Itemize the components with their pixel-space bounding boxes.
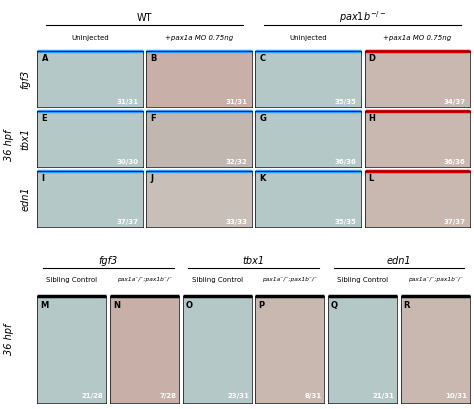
Text: 36/36: 36/36 xyxy=(444,159,465,165)
Text: J: J xyxy=(151,173,154,182)
Text: L: L xyxy=(369,173,374,182)
Text: Uninjected: Uninjected xyxy=(289,35,327,41)
Text: 34/37: 34/37 xyxy=(443,99,465,105)
Text: edn1: edn1 xyxy=(387,256,411,266)
Text: 31/31: 31/31 xyxy=(117,99,138,105)
Text: tbx1: tbx1 xyxy=(20,128,31,150)
Text: F: F xyxy=(151,114,156,123)
Text: D: D xyxy=(369,54,376,63)
Text: I: I xyxy=(42,173,45,182)
Text: 35/35: 35/35 xyxy=(335,99,356,105)
Text: 21/31: 21/31 xyxy=(373,393,394,399)
Text: M: M xyxy=(40,301,48,310)
Text: WT: WT xyxy=(137,13,152,22)
Text: pax1a⁻/⁻;pax1b⁻/⁻: pax1a⁻/⁻;pax1b⁻/⁻ xyxy=(117,277,172,282)
Text: O: O xyxy=(185,301,192,310)
Text: tbx1: tbx1 xyxy=(243,256,264,266)
Text: +pax1a MO 0.75ng: +pax1a MO 0.75ng xyxy=(165,35,233,41)
Text: 21/28: 21/28 xyxy=(82,393,104,399)
Text: Sibling Control: Sibling Control xyxy=(337,277,388,283)
Text: G: G xyxy=(260,114,266,123)
Text: N: N xyxy=(113,301,120,310)
Text: fgf3: fgf3 xyxy=(20,70,31,89)
Text: 30/30: 30/30 xyxy=(117,159,138,165)
Text: fgf3: fgf3 xyxy=(99,256,118,266)
Text: 36 hpf: 36 hpf xyxy=(4,323,15,355)
Text: 35/35: 35/35 xyxy=(335,219,356,225)
Text: B: B xyxy=(151,54,157,63)
Text: 7/28: 7/28 xyxy=(159,393,176,399)
Text: 37/37: 37/37 xyxy=(117,219,138,225)
Text: 37/37: 37/37 xyxy=(444,219,465,225)
Text: A: A xyxy=(42,54,48,63)
Text: Q: Q xyxy=(331,301,338,310)
Text: P: P xyxy=(258,301,264,310)
Text: +pax1a MO 0.75ng: +pax1a MO 0.75ng xyxy=(383,35,451,41)
Text: 36 hpf: 36 hpf xyxy=(4,130,15,161)
Text: Uninjected: Uninjected xyxy=(71,35,109,41)
Text: 36/36: 36/36 xyxy=(335,159,356,165)
Text: pax1a⁻/⁻;pax1b⁻/⁻: pax1a⁻/⁻;pax1b⁻/⁻ xyxy=(263,277,318,282)
Text: 31/31: 31/31 xyxy=(226,99,247,105)
Text: E: E xyxy=(42,114,47,123)
Text: R: R xyxy=(403,301,410,310)
Text: $pax1b^{-/-}$: $pax1b^{-/-}$ xyxy=(339,10,386,25)
Text: K: K xyxy=(260,173,266,182)
Text: Sibling Control: Sibling Control xyxy=(191,277,243,283)
Text: 32/32: 32/32 xyxy=(226,159,247,165)
Text: Sibling Control: Sibling Control xyxy=(46,277,98,283)
Text: H: H xyxy=(369,114,375,123)
Text: 10/31: 10/31 xyxy=(445,393,467,399)
Text: 33/33: 33/33 xyxy=(226,219,247,225)
Text: 23/31: 23/31 xyxy=(227,393,249,399)
Text: pax1a⁻/⁻;pax1b⁻/⁻: pax1a⁻/⁻;pax1b⁻/⁻ xyxy=(408,277,463,282)
Text: C: C xyxy=(260,54,266,63)
Text: 8/31: 8/31 xyxy=(304,393,322,399)
Text: edn1: edn1 xyxy=(20,187,31,211)
